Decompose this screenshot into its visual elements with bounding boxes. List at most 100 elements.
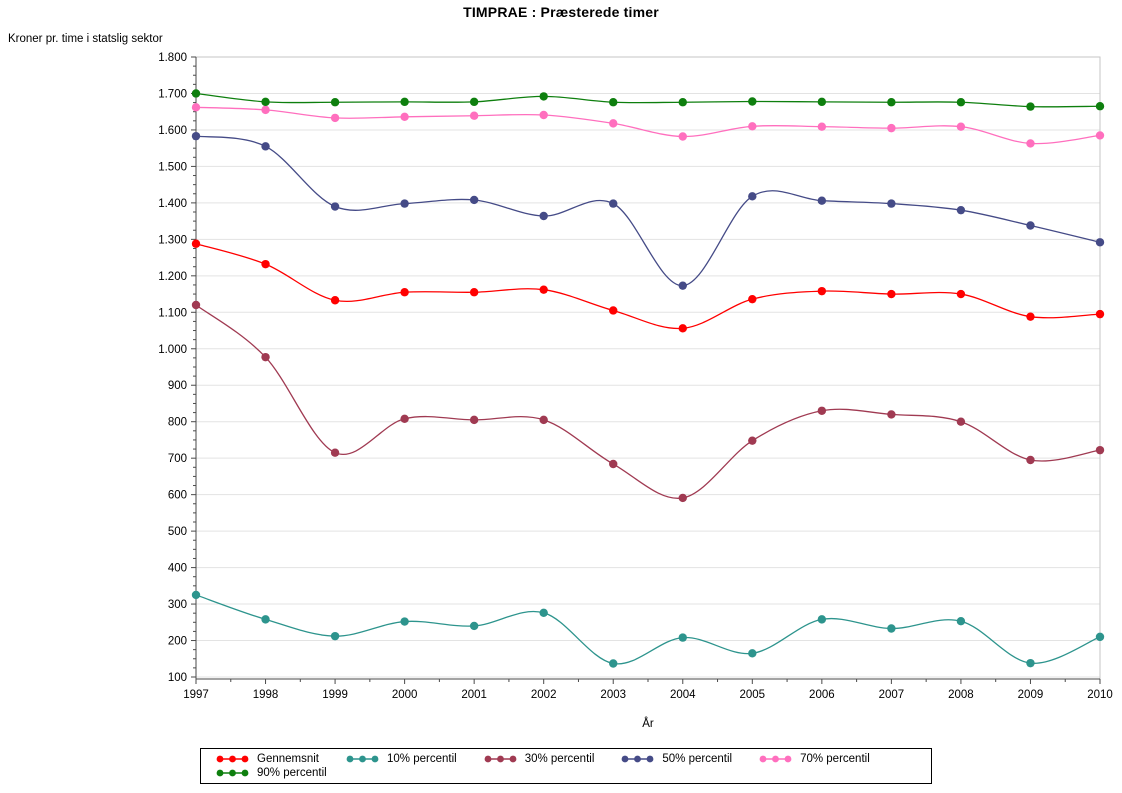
legend-label: 10% percentil [387, 753, 457, 765]
x-tick-label: 1998 [253, 689, 279, 701]
y-tick-label: 1.500 [158, 161, 187, 173]
data-point-gennemsnit-1997 [191, 239, 201, 248]
y-tick-label: 1.700 [158, 88, 187, 100]
data-point-70-percentil-2000 [400, 112, 409, 122]
data-point-30-percentil-2006 [817, 406, 827, 415]
data-point-30-percentil-2004 [678, 493, 687, 503]
series-line-70-percentil [195, 106, 1101, 145]
data-point-10-percentil-2004 [678, 633, 687, 642]
x-tick-label: 1999 [322, 689, 348, 701]
data-point-30-percentil-2007 [887, 410, 896, 419]
legend-series-marker-icon [216, 769, 249, 777]
data-point-10-percentil-2008 [956, 617, 966, 626]
data-point-30-percentil-1997 [191, 300, 201, 310]
y-tick-label: 1.000 [158, 344, 187, 356]
data-point-50-percentil-2008 [956, 205, 966, 215]
data-point-gennemsnit-2005 [748, 294, 757, 304]
data-point-gennemsnit-2007 [887, 289, 896, 299]
data-point-90-percentil-2002 [539, 92, 548, 101]
data-point-50-percentil-2003 [609, 199, 618, 208]
legend-item-30-percentil: 30% percentil [483, 753, 594, 765]
x-tick-label: 1997 [183, 689, 209, 701]
x-axis-title: År [642, 718, 654, 730]
data-point-70-percentil-2008 [956, 122, 966, 131]
legend-label: 50% percentil [662, 753, 733, 765]
data-point-gennemsnit-2004 [678, 324, 687, 333]
x-tick-label: 2010 [1087, 689, 1113, 701]
data-point-10-percentil-2003 [609, 659, 618, 668]
y-tick-label: 200 [168, 636, 187, 648]
data-point-70-percentil-2007 [887, 123, 896, 133]
data-point-50-percentil-1997 [191, 131, 201, 141]
data-point-50-percentil-2001 [469, 195, 479, 205]
data-point-30-percentil-2001 [469, 415, 479, 425]
data-point-50-percentil-1999 [330, 202, 340, 211]
legend: Gennemsnit 10% percentil 30% percentil 50% … [200, 748, 932, 784]
y-tick-label: 1.100 [158, 307, 187, 319]
data-point-50-percentil-2010 [1095, 238, 1105, 247]
data-point-70-percentil-2009 [1026, 139, 1035, 148]
y-axis-title: Kroner pr. time i statslig sektor [8, 33, 163, 45]
data-point-gennemsnit-2003 [609, 306, 618, 315]
plot-frame [195, 56, 1101, 680]
legend-item-70-percentil: 70% percentil [758, 753, 870, 765]
data-point-gennemsnit-2010 [1095, 309, 1105, 319]
data-point-50-percentil-2002 [539, 211, 548, 221]
y-tick-label: 100 [168, 672, 187, 684]
data-point-70-percentil-2003 [609, 119, 618, 128]
x-tick-label: 2004 [670, 689, 696, 701]
data-point-50-percentil-2007 [887, 199, 896, 208]
data-point-30-percentil-1999 [330, 448, 340, 457]
data-point-30-percentil-2002 [539, 415, 548, 425]
legend-item-50-percentil: 50% percentil [620, 753, 732, 765]
y-tick-label: 1.200 [158, 271, 187, 283]
data-point-30-percentil-2005 [748, 436, 757, 445]
legend-item-10-percentil: 10% percentil [345, 753, 457, 765]
data-point-10-percentil-1998 [261, 615, 270, 624]
data-point-10-percentil-2005 [748, 649, 757, 658]
data-point-90-percentil-2000 [400, 97, 409, 107]
data-point-50-percentil-1998 [261, 142, 270, 151]
y-tick-label: 400 [168, 563, 187, 575]
x-tick-label: 2002 [531, 689, 557, 701]
legend-series-marker-icon [346, 755, 379, 763]
legend-series-marker-icon [484, 755, 517, 763]
data-point-30-percentil-2010 [1095, 445, 1105, 455]
chart-canvas: 1.800 1.700 1.600 1.500 1.400 1.300 1.200 1.100… [158, 52, 1113, 701]
data-point-30-percentil-1998 [261, 352, 270, 362]
data-point-gennemsnit-2001 [469, 288, 479, 297]
data-point-70-percentil-2004 [678, 132, 687, 141]
data-point-10-percentil-2010 [1095, 632, 1105, 642]
data-point-70-percentil-2005 [748, 122, 757, 131]
data-point-gennemsnit-1999 [330, 296, 340, 305]
y-tick-label: 1.600 [158, 125, 187, 137]
y-tick-label: 600 [168, 490, 187, 502]
data-point-gennemsnit-2000 [400, 288, 409, 297]
data-point-90-percentil-2003 [609, 98, 618, 107]
x-tick-label: 2009 [1018, 689, 1044, 701]
legend-series-marker-icon [759, 755, 792, 763]
data-point-10-percentil-1997 [191, 590, 201, 600]
x-tick-label: 2005 [740, 689, 766, 701]
x-tick-label: 2007 [879, 689, 905, 701]
data-point-gennemsnit-2009 [1026, 312, 1035, 321]
series-line-10-percentil [195, 594, 1101, 665]
legend-label: 90% percentil [257, 767, 327, 779]
data-point-gennemsnit-1998 [261, 259, 270, 269]
y-tick-label: 500 [168, 526, 187, 538]
data-point-90-percentil-2009 [1026, 102, 1035, 111]
data-point-10-percentil-2009 [1026, 658, 1035, 668]
data-point-90-percentil-2001 [469, 97, 479, 107]
data-point-50-percentil-2004 [678, 281, 687, 290]
data-point-90-percentil-2006 [817, 97, 827, 107]
data-point-90-percentil-2008 [956, 98, 966, 107]
legend-label: 70% percentil [800, 753, 870, 765]
y-tick-label: 800 [168, 417, 187, 429]
chart-title: TIMPRAE : Præsterede timer [463, 4, 659, 20]
data-point-70-percentil-1999 [330, 113, 340, 123]
x-tick-label: 2000 [392, 689, 418, 701]
legend-item-90-percentil: 90% percentil [215, 767, 327, 779]
data-point-50-percentil-2006 [817, 196, 827, 205]
legend-item-gennemsnit: Gennemsnit [215, 753, 319, 765]
series-line-90-percentil [195, 92, 1101, 108]
